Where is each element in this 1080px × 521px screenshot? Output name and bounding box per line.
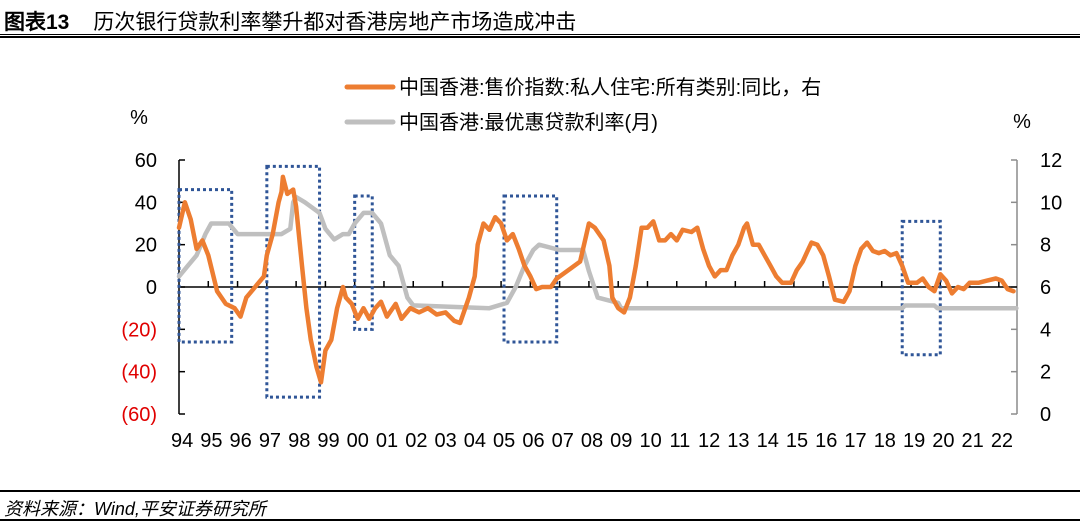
x-tick-label: 96 [230,430,252,452]
highlight-box [265,164,322,399]
x-tick-label: 06 [522,430,544,452]
right-tick-label: 4 [1040,319,1051,341]
left-tick-label: (20) [121,319,157,341]
left-tick-label: 20 [135,235,157,257]
left-tick-label: (60) [121,404,157,426]
x-tick-label: 13 [727,430,749,452]
x-tick-label: 97 [259,430,281,452]
x-tick-label: 18 [874,430,896,452]
highlight-box [177,188,234,344]
x-tick-label: 11 [669,430,690,452]
chart: 中国香港:售价指数:私人住宅:所有类别:同比，右中国香港:最优惠贷款利率(月) … [121,76,1062,452]
left-tick-label: 0 [146,277,157,299]
figure-number: 图表13 [4,11,70,34]
left-tick-label: 40 [135,192,157,214]
x-tick-label: 10 [639,430,661,452]
source-text: 资料来源：Wind,平安证券研究所 [4,499,266,519]
x-tick-label: 04 [464,430,486,452]
x-tick-label: 20 [932,430,954,452]
right-tick-label: 8 [1040,235,1051,257]
x-tick-label: 98 [288,430,310,452]
x-tick-label: 09 [610,430,632,452]
right-tick-label: 2 [1040,362,1051,384]
x-tick-label: 95 [200,430,222,452]
series-lines [176,174,1019,385]
x-tick-label: 14 [757,430,779,452]
x-tick-label: 99 [317,430,339,452]
legend-label-1: 中国香港:最优惠贷款利率(月) [399,111,658,134]
highlight-box [900,219,942,357]
x-tick-label: 08 [581,430,603,452]
x-tick-label: 94 [171,430,193,452]
right-tick-label: 0 [1040,404,1051,426]
highlight-box [502,194,559,344]
right-axis-unit: % [1013,111,1031,133]
figure-title: 图表13 历次银行贷款利率攀升都对香港房地产市场造成冲击 [4,6,576,36]
highlight-box [353,194,374,331]
x-tick-label: 07 [552,430,574,452]
left-tick-label: 60 [135,150,157,172]
left-axis-unit: % [130,107,148,129]
x-tick-label: 15 [786,430,808,452]
x-tick-label: 05 [493,430,515,452]
highlight-boxes [177,164,942,399]
legend-label-0: 中国香港:售价指数:私人住宅:所有类别:同比，右 [399,76,821,99]
right-tick-label: 10 [1040,192,1062,214]
price-index-yoy-line [176,174,1016,385]
x-tick-label: 16 [815,430,837,452]
right-tick-label: 12 [1040,150,1062,172]
x-tick-label: 01 [376,430,398,452]
x-tick-label: 03 [434,430,456,452]
x-tick-label: 12 [698,430,720,452]
left-tick-label: (40) [121,362,157,384]
right-tick-label: 6 [1040,277,1051,299]
source-footer: 资料来源：Wind,平安证券研究所 [0,490,1080,521]
x-tick-label: 00 [347,430,369,452]
x-tick-label: 02 [405,430,427,452]
figure-title-bar: 图表13 历次银行贷款利率攀升都对香港房地产市场造成冲击 [0,0,1080,38]
x-tick-label: 19 [903,430,925,452]
x-tick-label: 17 [844,430,866,452]
x-tick-label: 22 [991,430,1013,452]
figure-title-text: 历次银行贷款利率攀升都对香港房地产市场造成冲击 [93,11,577,34]
title-rule [0,34,1080,35]
x-tick-label: 21 [962,430,984,452]
